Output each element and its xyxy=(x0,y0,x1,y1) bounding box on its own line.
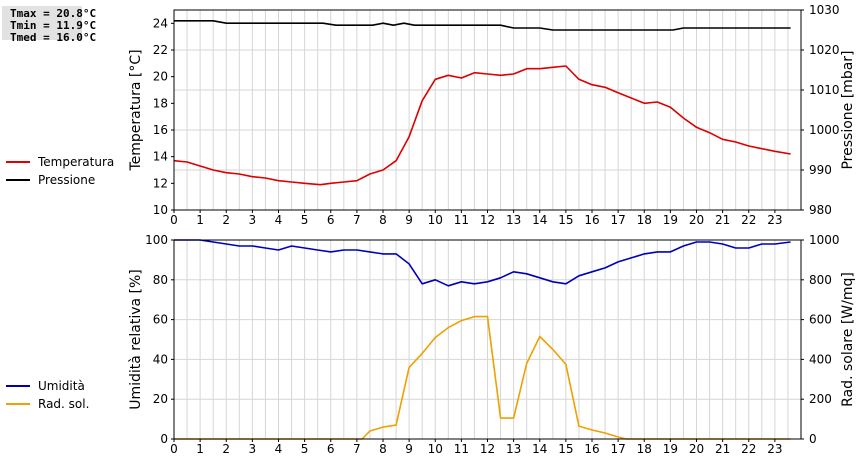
x-tick-label: 15 xyxy=(558,442,573,456)
x-tick-label: 15 xyxy=(558,213,573,227)
y-tick-label: 24 xyxy=(153,16,168,30)
y-tick-label: 10 xyxy=(153,203,168,217)
x-tick-label: 21 xyxy=(715,442,730,456)
x-tick-label: 13 xyxy=(506,213,521,227)
x-tick-label: 4 xyxy=(275,442,283,456)
y2-tick-label: 1020 xyxy=(809,43,840,57)
x-tick-label: 23 xyxy=(767,213,782,227)
x-tick-label: 7 xyxy=(353,213,361,227)
y-axis-label: Temperatura [°C] xyxy=(128,49,144,171)
y-tick-label: 100 xyxy=(145,233,168,247)
x-tick-label: 20 xyxy=(689,442,704,456)
y-tick-label: 60 xyxy=(153,313,168,327)
x-tick-label: 23 xyxy=(767,442,782,456)
y2-axis-label: Pressione [mbar] xyxy=(840,50,856,169)
x-tick-label: 0 xyxy=(170,213,178,227)
x-tick-label: 6 xyxy=(327,442,335,456)
x-tick-label: 0 xyxy=(170,442,178,456)
y2-axis-label: Rad. solare [W/mq] xyxy=(840,272,856,407)
y2-tick-label: 200 xyxy=(809,392,832,406)
x-tick-label: 19 xyxy=(663,213,678,227)
legend-label: Pressione xyxy=(38,173,95,187)
x-tick-label: 4 xyxy=(275,213,283,227)
x-tick-label: 2 xyxy=(222,442,230,456)
y-tick-label: 12 xyxy=(153,176,168,190)
series-line-temperatura xyxy=(173,65,791,186)
y-tick-label: 80 xyxy=(153,273,168,287)
x-tick-label: 16 xyxy=(584,442,599,456)
y2-tick-label: 0 xyxy=(809,432,817,446)
y2-tick-label: 600 xyxy=(809,313,832,327)
x-tick-label: 3 xyxy=(249,442,257,456)
x-tick-label: 12 xyxy=(480,442,495,456)
x-tick-label: 11 xyxy=(454,213,469,227)
legend-label: Umidità xyxy=(38,379,85,393)
x-tick-label: 18 xyxy=(637,442,652,456)
chart-panel-1: 0 1 2 3 4 5 6 7 8 9 10 11 12 13 14 15 16 17 18 19 20 21 22 2310… xyxy=(6,3,856,227)
legend-label: Rad. sol. xyxy=(38,397,89,411)
x-tick-label: 1 xyxy=(196,213,204,227)
y2-tick-label: 800 xyxy=(809,273,832,287)
y-tick-label: 16 xyxy=(153,123,168,137)
series-line-pressione xyxy=(174,19,791,31)
x-tick-label: 22 xyxy=(741,442,756,456)
x-tick-label: 17 xyxy=(610,442,625,456)
x-tick-label: 22 xyxy=(741,213,756,227)
x-tick-label: 10 xyxy=(428,442,443,456)
x-tick-label: 7 xyxy=(353,442,361,456)
y-tick-label: 40 xyxy=(153,352,168,366)
x-tick-label: 8 xyxy=(379,213,387,227)
y2-tick-label: 1000 xyxy=(809,233,840,247)
x-tick-label: 17 xyxy=(610,213,625,227)
y2-tick-label: 990 xyxy=(809,163,832,177)
y2-tick-label: 1030 xyxy=(809,3,840,17)
legend-label: Temperatura xyxy=(37,155,114,169)
x-tick-label: 1 xyxy=(196,442,204,456)
x-tick-label: 10 xyxy=(428,213,443,227)
y-tick-label: 22 xyxy=(153,43,168,57)
y-tick-label: 18 xyxy=(153,96,168,110)
series-line-umidit- xyxy=(174,239,791,287)
y-tick-label: 20 xyxy=(153,70,168,84)
x-tick-label: 11 xyxy=(454,442,469,456)
x-tick-label: 6 xyxy=(327,213,335,227)
y2-tick-label: 400 xyxy=(809,352,832,366)
y2-tick-label: 980 xyxy=(809,203,832,217)
x-tick-label: 14 xyxy=(532,213,547,227)
x-tick-label: 12 xyxy=(480,213,495,227)
y2-tick-label: 1000 xyxy=(809,123,840,137)
x-tick-label: 9 xyxy=(405,213,413,227)
x-tick-label: 8 xyxy=(379,442,387,456)
y-tick-label: 0 xyxy=(160,432,168,446)
x-tick-label: 2 xyxy=(222,213,230,227)
y-axis-label: Umidità relativa [%] xyxy=(128,269,144,410)
y2-tick-label: 1010 xyxy=(809,83,840,97)
x-tick-label: 9 xyxy=(405,442,413,456)
x-tick-label: 20 xyxy=(689,213,704,227)
x-tick-label: 5 xyxy=(301,213,309,227)
x-tick-label: 13 xyxy=(506,442,521,456)
x-tick-label: 18 xyxy=(637,213,652,227)
x-tick-label: 5 xyxy=(301,442,309,456)
x-tick-label: 19 xyxy=(663,442,678,456)
x-tick-label: 16 xyxy=(584,213,599,227)
series-line-rad-sol- xyxy=(174,315,791,440)
x-tick-label: 14 xyxy=(532,442,547,456)
chart-panel-2: 0 1 2 3 4 5 6 7 8 9 10 11 12 13 14 15 16 17 18 19 20 21 22 2302… xyxy=(6,233,856,456)
y-tick-label: 20 xyxy=(153,392,168,406)
x-tick-label: 3 xyxy=(249,213,257,227)
x-tick-label: 21 xyxy=(715,213,730,227)
y-tick-label: 14 xyxy=(153,150,168,164)
